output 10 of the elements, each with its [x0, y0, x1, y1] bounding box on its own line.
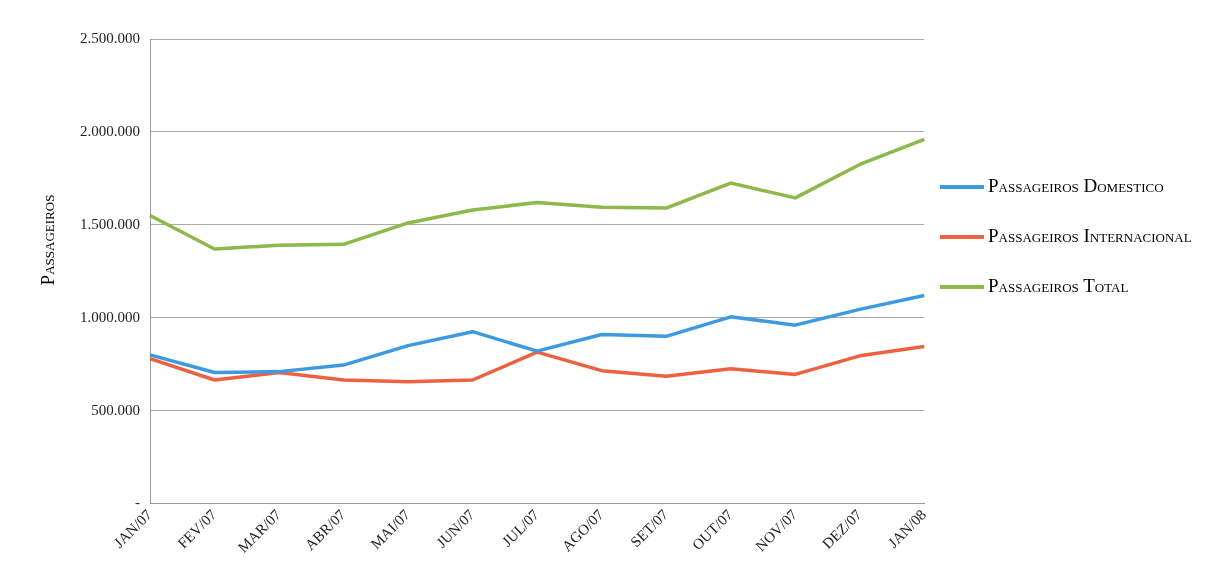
y-axis-title: Passageiros [37, 194, 59, 286]
y-tick-label: - [135, 494, 140, 511]
y-tick-label: 1.500.000 [80, 215, 140, 232]
y-tick-label: 2.000.000 [80, 122, 140, 139]
y-tick-label: 2.500.000 [80, 29, 140, 46]
legend-label: Passageiros Total [988, 275, 1129, 297]
legend-label: Passageiros Internacional [988, 225, 1192, 247]
y-tick-label: 500.000 [91, 401, 140, 418]
legend-label: Passageiros Domestico [988, 175, 1164, 197]
y-tick-label: 1.000.000 [80, 308, 140, 325]
